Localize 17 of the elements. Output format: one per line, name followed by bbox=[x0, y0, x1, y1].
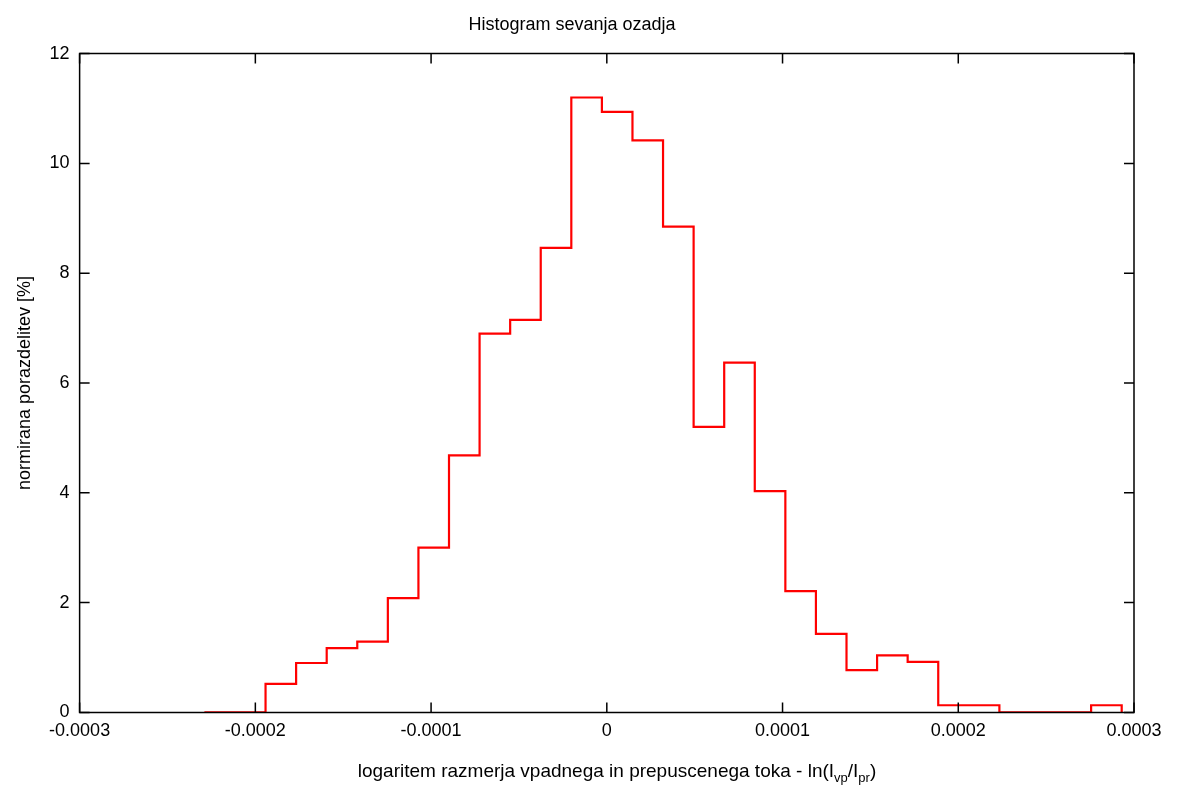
y-tick-label: 6 bbox=[59, 371, 70, 392]
y-tick-label: 0 bbox=[59, 701, 70, 722]
y-tick-label: 4 bbox=[59, 481, 70, 502]
y-tick-label: 12 bbox=[49, 42, 70, 63]
y-tick-label: 2 bbox=[59, 591, 70, 612]
x-axis-title: logaritem razmerja vpadnega in prepuscenega toka - ln(I$_{vp}$/I$_{pr}$) bbox=[356, 760, 878, 785]
x-tick-label: -0.0003 bbox=[49, 720, 111, 741]
x-tick-label: 0.0001 bbox=[755, 720, 811, 741]
x-tick-label: 0.0003 bbox=[1106, 720, 1162, 741]
chart-title: Histogram sevanja ozadja bbox=[468, 13, 677, 34]
x-tick-label: 0.0002 bbox=[930, 720, 986, 741]
y-tick-label: 8 bbox=[59, 262, 70, 283]
x-tick-label: -0.0001 bbox=[400, 720, 462, 741]
y-tick-label: 10 bbox=[49, 152, 70, 173]
y-axis-title: normirana porazdelitev [%] bbox=[13, 275, 34, 491]
x-tick-label: -0.0002 bbox=[224, 720, 286, 741]
x-tick-label: 0 bbox=[601, 720, 612, 741]
